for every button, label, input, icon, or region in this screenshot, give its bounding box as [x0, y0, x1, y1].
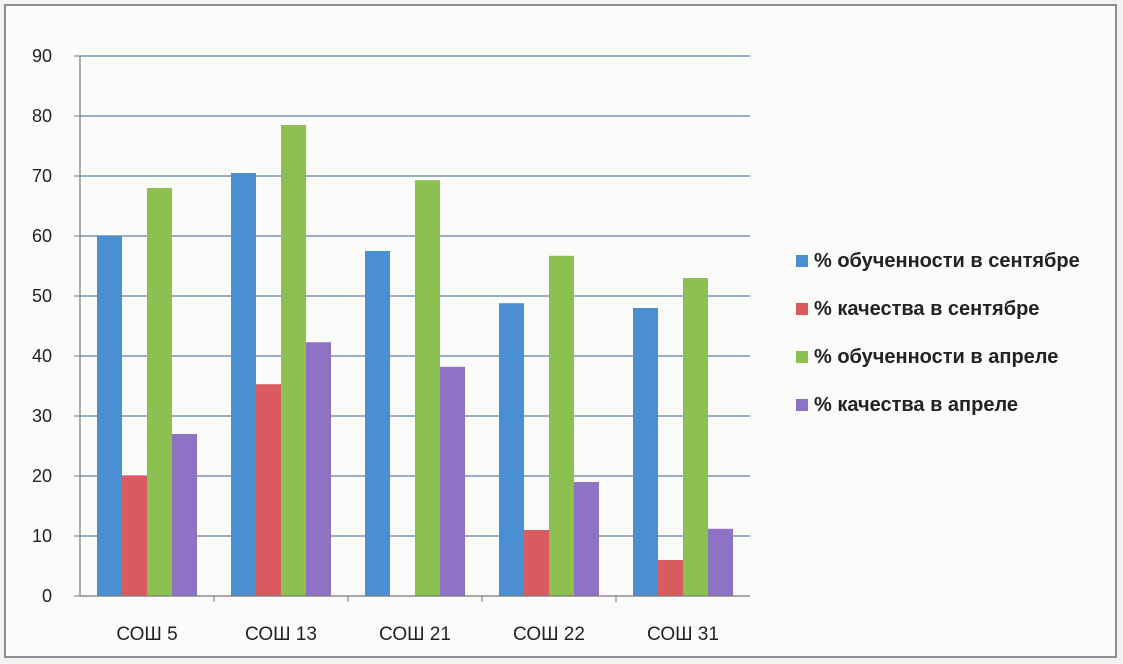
y-tick-label: 80: [32, 106, 52, 126]
y-tick-label: 0: [42, 586, 52, 606]
legend-swatch: [796, 399, 808, 411]
x-category-label: СОШ 21: [379, 624, 451, 645]
bar: [708, 528, 733, 596]
bar: [499, 303, 524, 596]
x-axis-category-labels: СОШ 5 СОШ 13 СОШ 21 СОШ 22 СОШ 31: [116, 596, 719, 645]
bar: [97, 236, 122, 596]
bar: [415, 180, 440, 596]
bar: [147, 188, 172, 596]
legend-swatch: [796, 351, 808, 363]
bar: [281, 125, 306, 596]
axes: [79, 56, 750, 597]
y-tick-label: 30: [32, 406, 52, 426]
legend-swatch: [796, 303, 808, 315]
y-tick-label: 90: [32, 46, 52, 66]
x-category-label: СОШ 5: [116, 624, 177, 645]
bar: [683, 278, 708, 596]
x-category-label: СОШ 22: [513, 624, 585, 645]
bar: [172, 434, 197, 596]
bar: [524, 530, 549, 596]
legend-swatch: [796, 255, 808, 267]
legend: % обученности в сентябре % качества в сен…: [796, 250, 1080, 416]
bar: [306, 342, 331, 596]
bar: [549, 255, 574, 597]
x-category-label: СОШ 13: [245, 624, 317, 645]
legend-label: % качества в апреле: [814, 394, 1018, 416]
y-tick-label: 60: [32, 226, 52, 246]
legend-label: % обученности в апреле: [814, 346, 1058, 368]
legend-label: % обученности в сентябре: [814, 250, 1080, 272]
bars: [97, 125, 733, 597]
bar: [440, 366, 465, 596]
y-tick-label: 20: [32, 466, 52, 486]
bar: [122, 476, 147, 596]
y-axis-tick-labels: 0 10 20 30 40 50 60 70 80 90: [32, 46, 80, 606]
bar: [633, 308, 658, 596]
x-category-label: СОШ 31: [647, 624, 719, 645]
bar: [658, 560, 683, 596]
y-tick-label: 40: [32, 346, 52, 366]
y-tick-label: 70: [32, 166, 52, 186]
legend-label: % качества в сентябре: [814, 298, 1039, 320]
y-tick-label: 50: [32, 286, 52, 306]
bar: [574, 482, 599, 596]
y-tick-label: 10: [32, 526, 52, 546]
bar: [256, 384, 281, 596]
bar: [365, 251, 390, 596]
bar: [231, 173, 256, 596]
